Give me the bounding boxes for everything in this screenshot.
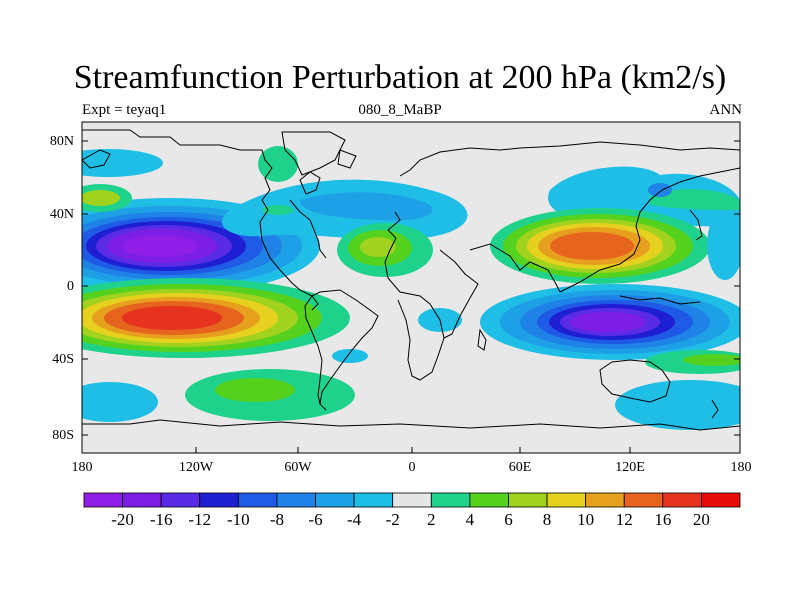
lat-label-80n: 80N (49, 134, 74, 149)
coastlines (82, 129, 740, 431)
colorbar-label: 10 (577, 510, 595, 529)
lat-label-eq: 0 (67, 279, 74, 294)
colorbar-label: -10 (227, 510, 250, 529)
contour-wpac-m2 (707, 210, 740, 280)
coastline-japan (689, 209, 703, 241)
colorbar-box-11 (508, 492, 548, 508)
coastline-alaska (82, 149, 111, 169)
contour-ma-p6 (360, 237, 396, 257)
contour-natl-p2 (262, 205, 294, 215)
colorbar-label: 4 (465, 510, 475, 529)
colorbar-label: 16 (654, 510, 672, 529)
lat-label-40n: 40N (49, 207, 74, 222)
contour-sp-p16 (122, 306, 222, 330)
coastline-baffin (337, 149, 357, 169)
colorbar-label: -16 (149, 510, 173, 529)
contour-npac-p2 (650, 188, 740, 210)
coastline-eastern-na (289, 199, 327, 259)
colorbar-box-2 (160, 492, 201, 508)
colorbar-box-7 (353, 492, 394, 508)
contour-np-m20 (122, 235, 198, 257)
colorbar-box-3 (199, 492, 239, 508)
contour-asia-p12 (550, 232, 634, 260)
lon-label-0: 0 (408, 460, 416, 475)
coastline-madagascar (477, 328, 487, 351)
contour-nep-p6 (82, 190, 120, 206)
colorbar-box-9 (430, 492, 471, 508)
season-label: ANN (709, 102, 743, 118)
contour-io-m16 (570, 312, 646, 332)
colorbar-label: -2 (385, 510, 400, 529)
lon-label-60w: 60W (284, 460, 312, 475)
lat-label-40s: 40S (52, 352, 74, 367)
colorbar-label: -4 (347, 510, 362, 529)
coastline-greenland (281, 131, 346, 176)
colorbar-box-16 (701, 492, 741, 508)
map-frame (81, 121, 741, 454)
coastline-south-america-west (304, 295, 323, 405)
contour-so-p4 (683, 354, 740, 366)
colorbar-box-0 (83, 492, 123, 508)
colorbar (83, 492, 741, 508)
contour-ssa-p4 (215, 378, 295, 402)
lon-label-180w: 180 (71, 460, 93, 475)
colorbar-label: 6 (504, 510, 513, 529)
coastline-indonesia (619, 295, 701, 305)
colorbar-label: -12 (188, 510, 212, 529)
lat-label-80s: 80S (52, 428, 74, 443)
contour-siberia-m6 (648, 183, 672, 197)
colorbar-box-13 (585, 492, 625, 508)
lon-label-120e: 120E (615, 460, 645, 475)
colorbar-label: -8 (269, 510, 285, 529)
colorbar-label: 20 (692, 510, 710, 529)
colorbar-box-12 (546, 492, 587, 508)
lon-label-120w: 120W (178, 460, 214, 475)
coastline-antarctica (82, 419, 740, 431)
contour-sso-m2 (82, 382, 158, 422)
coastline-europe (399, 141, 740, 177)
coastline-africa-east (439, 249, 479, 339)
contour-arctic-m2 (82, 149, 163, 177)
coastline-australia (599, 359, 671, 403)
contour-satl-m2 (332, 349, 368, 363)
colorbar-box-14 (623, 492, 664, 508)
colorbar-box-4 (237, 492, 278, 508)
lon-label-60e: 60E (508, 460, 532, 475)
colorbar-box-10 (469, 492, 509, 508)
colorbar-label: -6 (308, 510, 323, 529)
lon-label-180e: 180 (730, 460, 752, 475)
period-label: 080_8_MaBP (358, 102, 442, 118)
colorbar-label: 2 (427, 510, 436, 529)
contour-greenland-p2 (258, 146, 298, 182)
colorbar-box-15 (662, 492, 702, 508)
plot-title: Streamfunction Perturbation at 200 hPa (… (73, 59, 727, 96)
map-ticks (82, 140, 740, 453)
colorbar-box-5 (276, 492, 316, 508)
coastline-arabia-india (469, 243, 561, 293)
colorbar-box-6 (315, 492, 355, 508)
coastline-new-zealand (711, 399, 719, 419)
coastline-iberia (387, 211, 401, 239)
contour-so-m2 (615, 380, 740, 430)
coastline-east-asia (559, 167, 740, 293)
contour-na-m4 (300, 192, 433, 221)
colorbar-label: 8 (542, 510, 552, 529)
coastline-south-america (311, 289, 379, 411)
colorbar-label: -20 (111, 510, 134, 529)
coastline-north-america (82, 129, 319, 311)
coastline-hudson (299, 171, 321, 195)
experiment-label: Expt = teyaq1 (82, 102, 167, 118)
contour-field (82, 146, 740, 430)
colorbar-box-8 (392, 492, 432, 508)
colorbar-label: 12 (615, 510, 633, 529)
colorbar-box-1 (122, 492, 162, 508)
